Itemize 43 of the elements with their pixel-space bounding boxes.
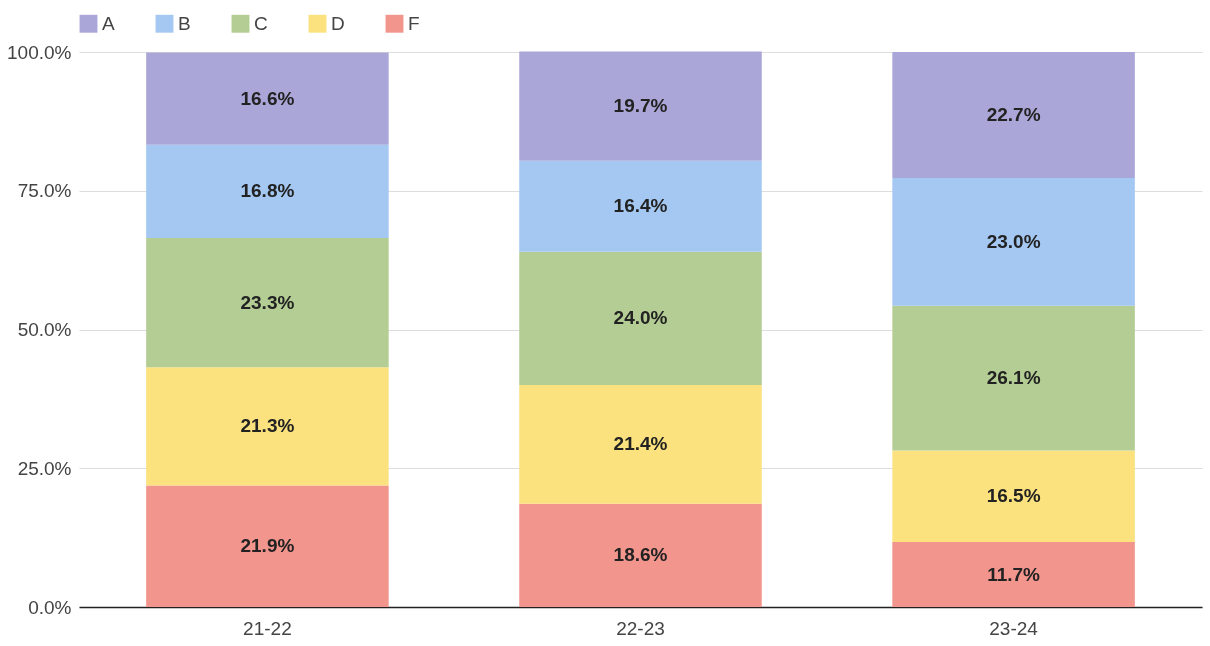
data-label: 21.3% [240,415,295,437]
data-label: 26.1% [986,367,1041,389]
x-tick-label: 22-23 [616,617,665,639]
bar [146,52,389,145]
data-label: 11.7% [987,563,1041,585]
bar [146,367,389,486]
y-tick-label: 75.0% [17,180,72,202]
data-label: 24.0% [613,307,668,329]
legend-label: C [254,12,268,34]
y-tick-label: 25.0% [17,457,72,479]
bar [892,542,1135,607]
data-label: 22.7% [986,103,1041,125]
bar [519,251,762,385]
data-label: 16.5% [986,485,1041,507]
data-label: 16.8% [240,180,295,202]
legend-label: B [178,12,191,34]
x-tick-label: 21-22 [243,617,292,639]
data-label: 19.7% [613,95,668,117]
bar [519,51,762,161]
data-label: 23.0% [986,230,1041,252]
y-tick-label: 0.0% [28,596,72,618]
bar [146,237,389,368]
data-label: 18.6% [613,544,668,566]
bar [892,177,1135,306]
y-tick-label: 100.0% [7,41,72,63]
legend-label: A [102,12,115,34]
data-label: 16.6% [240,87,295,109]
legend-label: F [408,12,420,34]
bar [892,305,1135,451]
bar [892,52,1135,178]
bar [146,144,389,238]
data-label: 21.9% [240,535,295,557]
data-label: 23.3% [240,291,295,313]
x-tick-label: 23-24 [989,617,1039,639]
bar [146,485,389,607]
bar [519,385,762,504]
bar [892,450,1135,543]
bar [519,503,762,607]
legend-label: D [331,12,345,34]
y-tick-label: 50.0% [17,319,72,340]
data-label: 16.4% [613,195,668,217]
data-label: 21.4% [613,433,668,455]
bar [519,160,762,252]
